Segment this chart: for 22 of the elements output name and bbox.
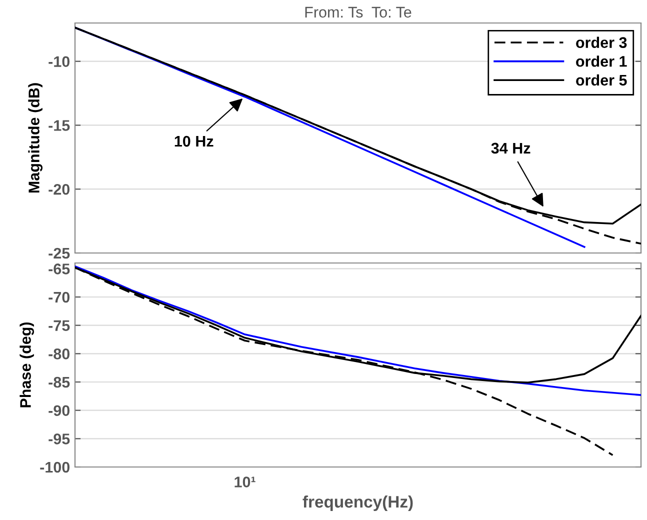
y-tick-label: -75: [48, 320, 70, 332]
y-tick-label: -15: [48, 120, 70, 131]
y-tick-label: -80: [48, 348, 70, 360]
text: 10¹: [234, 476, 256, 488]
y-tick-label: -20: [48, 184, 70, 195]
legend-label: order 3: [576, 36, 627, 48]
legend-label: order 5: [576, 74, 627, 86]
y-tick-label: -25: [48, 248, 70, 259]
y-tick-label: -65: [48, 264, 70, 274]
y-tick-label: -85: [48, 376, 70, 388]
y-axis-title: Magnitude (dB): [28, 83, 43, 193]
y-tick-label: -70: [48, 292, 70, 303]
y-tick-label: -95: [48, 434, 70, 444]
chart-title: From: Ts To: Te: [305, 6, 412, 18]
annotation: 34 Hz: [491, 142, 530, 154]
y-axis-title: Phase (deg): [20, 322, 34, 408]
annotation: 10 Hz: [174, 136, 214, 147]
legend-label: order 1: [576, 56, 627, 67]
y-tick-label: -90: [48, 405, 70, 416]
y-tick-label: -10: [48, 56, 70, 68]
x-axis-title: frequency(Hz): [302, 495, 413, 512]
y-tick-label: -100: [40, 462, 70, 473]
